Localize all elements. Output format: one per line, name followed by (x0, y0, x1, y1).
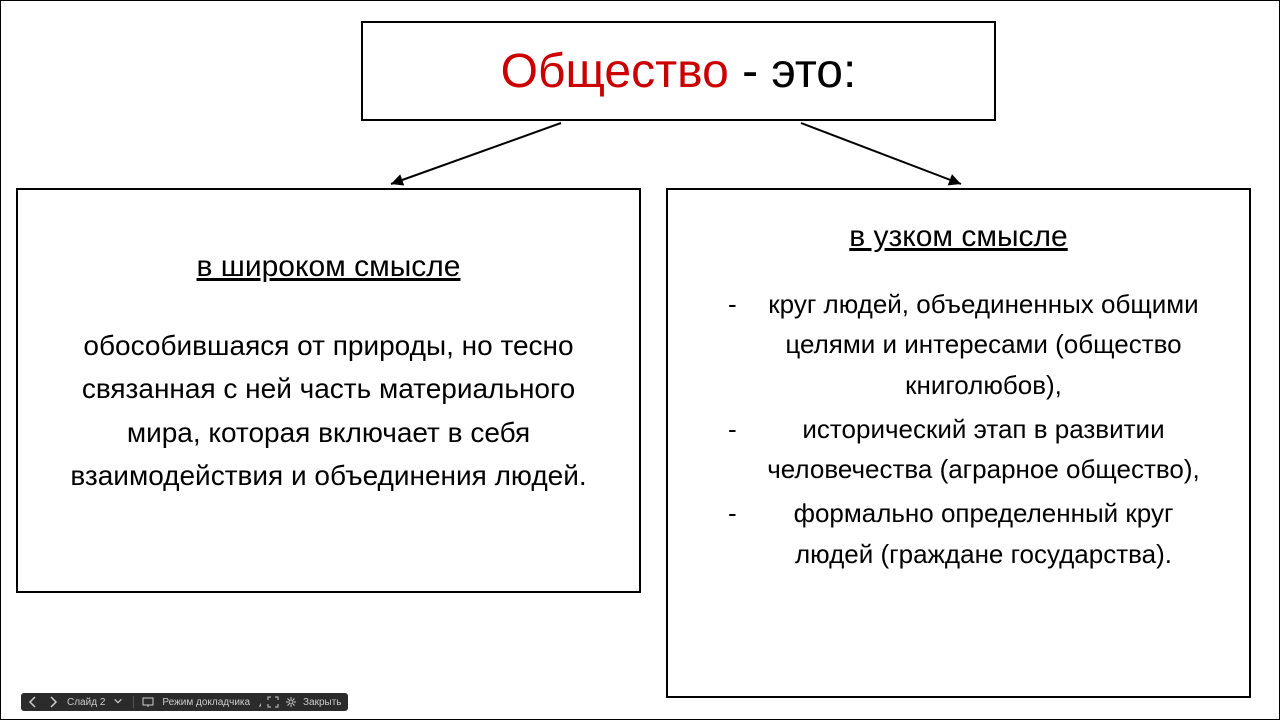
broad-sense-heading: в широком смысле (48, 250, 609, 284)
close-button[interactable]: Закрыть (303, 697, 342, 708)
chevron-down-icon[interactable] (113, 696, 125, 708)
prev-slide-icon[interactable] (27, 696, 39, 708)
list-item: формально определенный круг людей (гражд… (708, 493, 1209, 574)
list-item: исторический этап в развитии человечеств… (708, 409, 1209, 490)
close-toolbar: Закрыть (261, 693, 348, 711)
presenter-icon[interactable] (142, 696, 154, 708)
list-item: круг людей, объединенных общими целями и… (708, 284, 1209, 405)
narrow-sense-box: в узком смысле круг людей, объединенных … (666, 188, 1251, 698)
narrow-sense-heading: в узком смысле (698, 220, 1219, 254)
narrow-sense-list: круг людей, объединенных общими целями и… (698, 284, 1219, 574)
toolbar-separator (133, 696, 134, 708)
fullscreen-icon[interactable] (267, 696, 279, 708)
arrow-right (801, 123, 961, 184)
slide-counter[interactable]: Слайд 2 (67, 697, 105, 708)
title-black-part: - это: (729, 45, 857, 98)
title-box: Общество - это: (361, 21, 996, 121)
arrow-left (391, 123, 561, 184)
presenter-mode-label[interactable]: Режим докладчика (162, 697, 250, 708)
next-slide-icon[interactable] (47, 696, 59, 708)
broad-sense-body: обособившаяся от природы, но тесно связа… (48, 324, 609, 498)
title-text: Общество - это: (501, 44, 857, 99)
slide-canvas: Общество - это: в широком смысле обособи… (0, 0, 1280, 720)
presenter-toolbar: Слайд 2 Режим докладчика (21, 693, 276, 711)
gear-icon[interactable] (285, 696, 297, 708)
title-red-part: Общество (501, 45, 729, 98)
broad-sense-box: в широком смысле обособившаяся от природ… (16, 188, 641, 593)
